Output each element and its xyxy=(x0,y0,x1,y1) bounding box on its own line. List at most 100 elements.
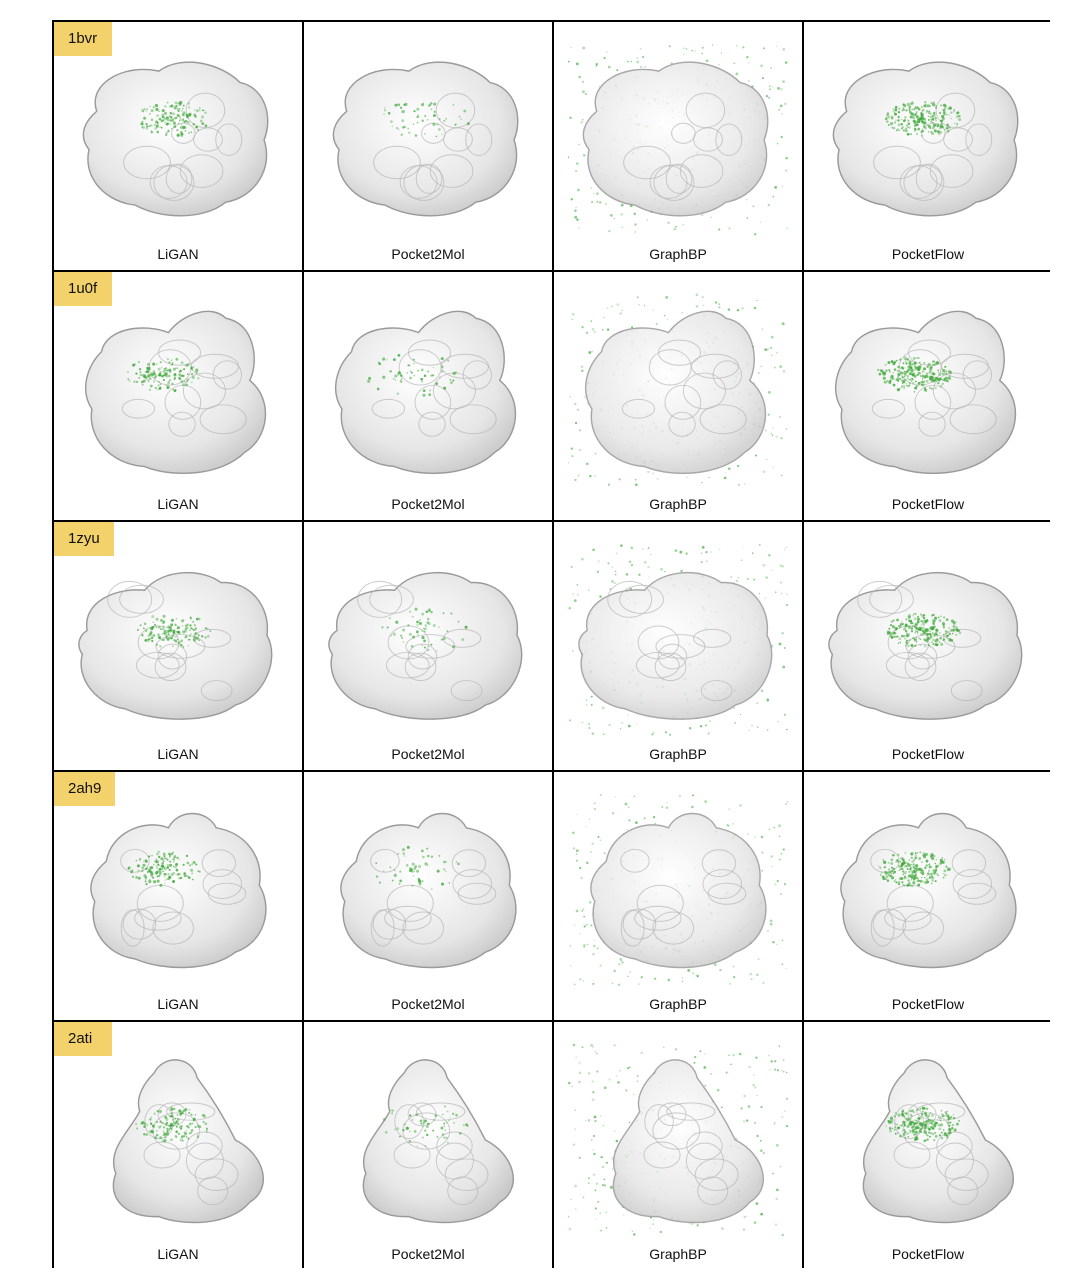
ligand-density-dot xyxy=(182,107,184,110)
ligand-density-dot xyxy=(926,1134,929,1137)
ligand-density-dot xyxy=(159,883,163,887)
ligand-density-dot xyxy=(179,116,181,118)
ligand-density-dot xyxy=(668,733,672,736)
ligand-density-dot xyxy=(389,617,391,619)
ligand-density-dot xyxy=(163,867,167,871)
ligand-density-dot xyxy=(150,124,153,127)
ligand-density-dot xyxy=(927,131,930,133)
ligand-density-dot xyxy=(198,109,201,112)
ligand-density-dot xyxy=(950,1116,953,1119)
ligand-density-dot xyxy=(457,862,460,866)
ligand-density-dot xyxy=(178,377,182,381)
ligand-density-dot xyxy=(773,826,775,829)
ligand-density-dot xyxy=(382,870,385,872)
ligand-density-dot xyxy=(411,862,415,866)
ligand-density-dot xyxy=(396,392,400,395)
ligand-density-dot xyxy=(605,1161,609,1164)
ligand-density-dot xyxy=(909,884,912,887)
ligand-density-dot xyxy=(705,560,708,563)
ligand-density-dot xyxy=(193,636,196,638)
ligand-density-dot xyxy=(636,296,639,299)
ligand-density-dot xyxy=(756,1134,759,1138)
ligand-density-dot xyxy=(903,875,907,878)
ligand-density-dot xyxy=(415,1113,418,1117)
protein-surface-image xyxy=(328,572,523,720)
ligand-density-dot xyxy=(591,200,594,204)
ligand-density-dot xyxy=(913,638,917,642)
ligand-density-dot xyxy=(760,1213,764,1216)
ligand-density-dot xyxy=(131,875,135,878)
ligand-density-dot xyxy=(575,853,578,855)
method-label: Pocket2Mol xyxy=(391,496,465,512)
ligand-density-dot xyxy=(408,1139,412,1143)
ligand-density-dot xyxy=(181,625,184,627)
ligand-density-dot xyxy=(891,625,895,629)
ligand-density-dot xyxy=(580,876,583,880)
ligand-density-dot xyxy=(915,856,918,859)
ligand-density-dot xyxy=(149,1118,152,1121)
ligand-density-dot xyxy=(952,1117,956,1120)
ligand-density-dot xyxy=(903,356,907,360)
method-label: Pocket2Mol xyxy=(391,746,465,762)
ligand-density-dot xyxy=(599,839,602,841)
ligand-density-dot xyxy=(952,628,956,631)
ligand-density-dot xyxy=(190,627,193,630)
ligand-density-dot xyxy=(591,1080,594,1083)
ligand-density-dot xyxy=(180,1135,184,1139)
ligand-density-dot xyxy=(157,634,159,637)
ligand-density-dot xyxy=(638,983,641,986)
ligand-density-dot xyxy=(777,87,780,90)
ligand-density-dot xyxy=(144,880,147,883)
ligand-density-dot xyxy=(173,120,175,122)
ligand-density-dot xyxy=(195,863,198,866)
ligand-density-dot xyxy=(594,1207,598,1210)
ligand-density-dot xyxy=(155,643,158,646)
ligand-density-dot xyxy=(162,614,166,618)
ligand-density-dot xyxy=(591,732,595,735)
ligand-density-dot xyxy=(902,380,906,384)
ligand-density-dot xyxy=(423,627,426,630)
surface-ridge xyxy=(119,584,164,614)
ligand-density-dot xyxy=(917,1117,920,1120)
ligand-density-dot xyxy=(782,665,786,669)
ligand-density-dot xyxy=(910,622,913,625)
ligand-density-dot xyxy=(594,1119,597,1123)
panel-2ah9-pocket2mol: Pocket2Mol xyxy=(304,772,552,1020)
ligand-density-dot xyxy=(784,169,788,172)
ligand-density-dot xyxy=(144,876,148,879)
ligand-density-dot xyxy=(166,866,170,869)
surface-ridge xyxy=(918,411,946,437)
ligand-density-dot xyxy=(139,624,142,627)
protein-surface-image xyxy=(832,61,1019,217)
ligand-density-dot xyxy=(910,884,914,888)
ligand-density-dot xyxy=(423,646,426,649)
pdb-id-tag: 1bvr xyxy=(54,22,112,56)
ligand-density-dot xyxy=(927,115,930,117)
ligand-density-dot xyxy=(953,122,956,125)
ligand-density-dot xyxy=(911,872,915,876)
ligand-density-dot xyxy=(189,629,191,632)
ligand-density-dot xyxy=(925,111,928,114)
ligand-density-dot xyxy=(686,476,688,479)
ligand-density-dot xyxy=(575,909,579,913)
ligand-density-dot xyxy=(636,723,638,725)
ligand-density-dot xyxy=(572,1143,576,1147)
ligand-density-dot xyxy=(184,1132,188,1136)
ligand-density-dot xyxy=(941,860,945,864)
ligand-density-dot xyxy=(445,118,447,120)
ligand-density-dot xyxy=(912,357,916,360)
ligand-density-dot xyxy=(762,47,766,50)
ligand-density-dot xyxy=(435,382,439,385)
ligand-density-dot xyxy=(906,632,911,636)
ligand-density-dot xyxy=(162,1126,166,1129)
ligand-density-dot xyxy=(745,1119,749,1122)
ligand-density-dot xyxy=(451,645,455,649)
ligand-density-dot xyxy=(939,862,942,865)
ligand-density-dot xyxy=(176,133,180,137)
ligand-density-dot xyxy=(391,125,394,128)
ligand-density-dot xyxy=(572,650,574,652)
ligand-density-dot xyxy=(412,635,416,639)
ligand-density-dot xyxy=(428,609,431,612)
ligand-density-dot xyxy=(169,111,173,115)
ligand-density-dot xyxy=(779,564,782,567)
